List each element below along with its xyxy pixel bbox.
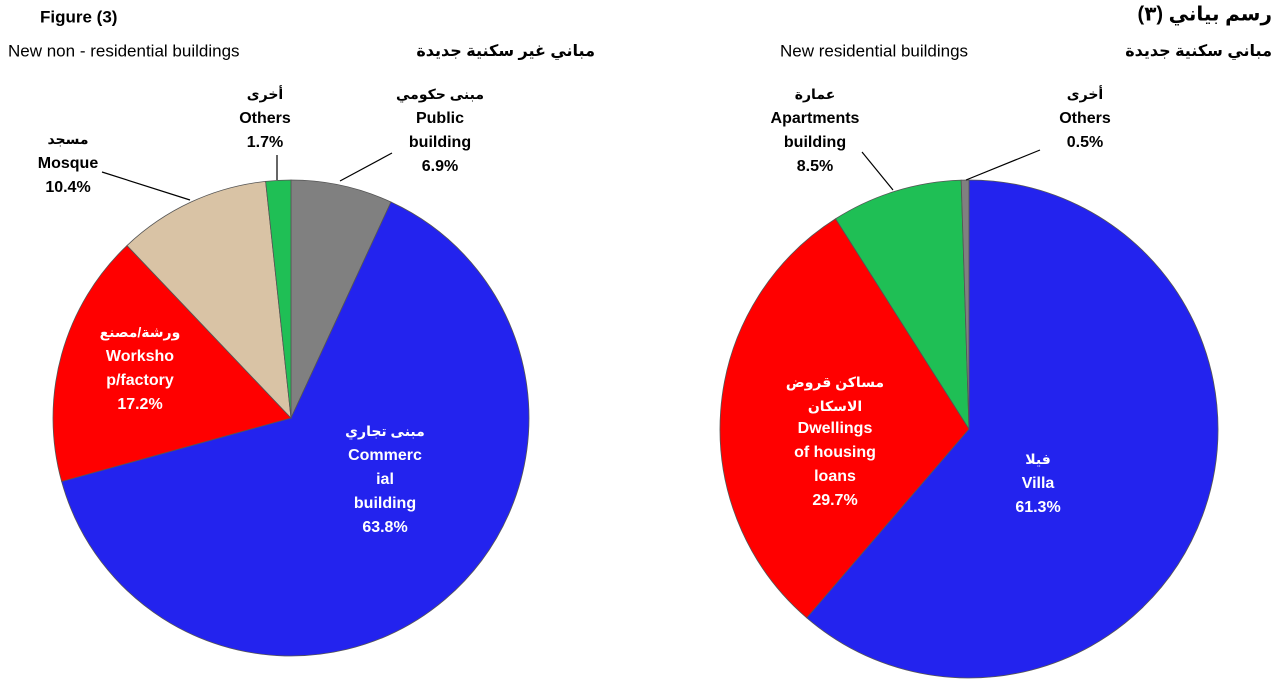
chart-title: New residential buildings <box>780 41 968 60</box>
value-label: 63.8% <box>362 519 407 536</box>
value-label: 8.5% <box>797 158 833 175</box>
slice-label-ar: فيلا <box>1025 451 1051 467</box>
slice-label-ar: عمارة <box>795 86 836 102</box>
slice-label: Others <box>1059 110 1111 127</box>
slice-label: Commerc ial building <box>348 447 422 512</box>
figure-label-ar: رسم بياني (٣) <box>1138 3 1272 26</box>
slice-label: Villa <box>1022 475 1055 492</box>
slice-label-ar: مبنى حكومي <box>396 86 484 103</box>
slice-label: Others <box>239 110 291 127</box>
slice-label-ar: أخرى <box>1067 85 1103 103</box>
slice-label-ar: أخرى <box>247 85 283 103</box>
leader-line <box>339 152 393 182</box>
pie-slice <box>719 218 970 619</box>
slice-label-ar: مساكن قروض الاسكان <box>786 374 884 414</box>
chart-title-ar: مباني سكنية جديدة <box>1125 43 1272 61</box>
slice-label: Mosque <box>38 155 99 172</box>
figure-label: Figure (3) <box>40 7 117 26</box>
pie-slice <box>806 179 1219 679</box>
pie-slice <box>835 179 970 431</box>
pie-slice <box>126 180 292 420</box>
pie-slice <box>290 179 392 419</box>
slice-label: Apartments building <box>771 110 860 151</box>
pie-slice <box>52 244 292 483</box>
slice-label: Worksho p/factory <box>106 348 174 389</box>
value-label: 0.5% <box>1067 134 1103 151</box>
slice-label-ar: مسجد <box>47 131 88 147</box>
value-label: 6.9% <box>422 158 458 175</box>
value-label: 17.2% <box>117 396 162 413</box>
leader-line <box>965 149 1041 181</box>
slice-label-ar: مبنى تجاري <box>345 423 425 441</box>
slice-label: Public building <box>409 110 471 151</box>
pie-slice <box>265 179 292 419</box>
value-label: 10.4% <box>45 179 90 196</box>
chart-title-ar: مباني غير سكنية جديدة <box>416 43 595 61</box>
pie-slice <box>960 179 970 430</box>
leader-line <box>101 171 191 201</box>
slice-label-ar: ورشة/مصنع <box>100 324 181 341</box>
chart-title: New non - residential buildings <box>8 41 240 60</box>
leader-line <box>861 151 894 191</box>
pie-slice <box>61 201 530 657</box>
value-label: 29.7% <box>812 492 857 509</box>
slice-label: Dwellings of housing loans <box>794 420 876 485</box>
value-label: 1.7% <box>247 134 283 151</box>
value-label: 61.3% <box>1015 499 1060 516</box>
